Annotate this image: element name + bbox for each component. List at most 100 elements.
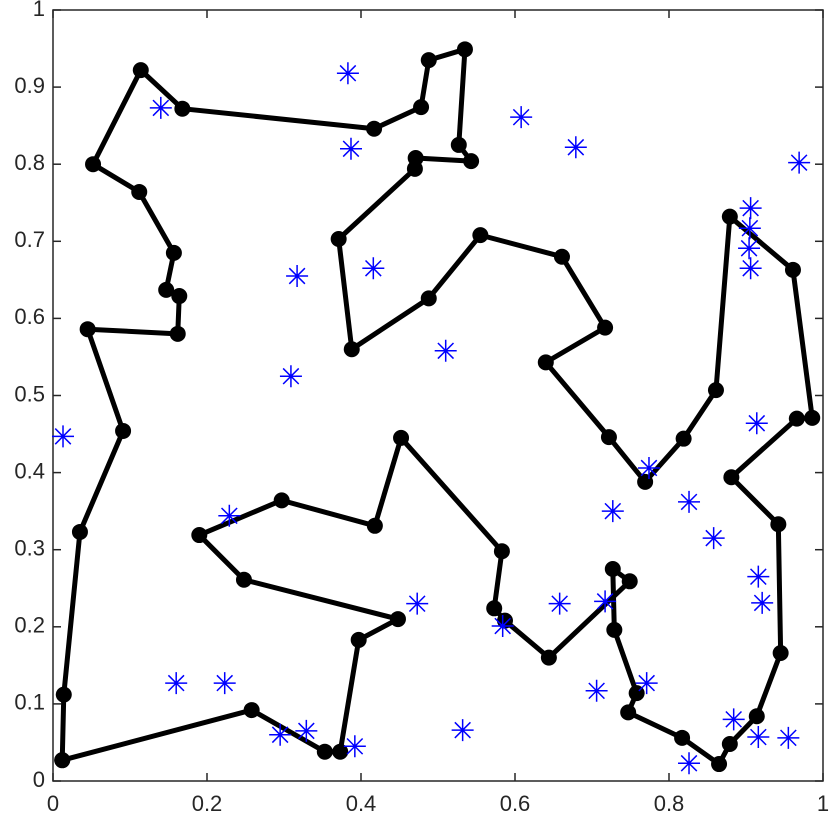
city-marker	[366, 517, 383, 534]
city-marker	[486, 600, 503, 617]
x-tick-label: 0.8	[654, 791, 685, 816]
star-marker	[788, 151, 811, 174]
city-marker	[723, 469, 740, 486]
star-marker	[738, 237, 761, 260]
star-marker	[777, 726, 800, 749]
y-tick-label: 0.5	[14, 381, 45, 406]
star-marker	[738, 217, 761, 240]
y-tick-label: 1	[33, 0, 45, 21]
city-marker	[169, 325, 186, 342]
city-marker	[79, 321, 96, 338]
star-marker	[637, 456, 660, 479]
star-marker	[601, 500, 624, 523]
city-marker	[332, 743, 349, 760]
city-marker	[784, 261, 801, 278]
city-marker	[621, 573, 638, 590]
city-marker	[406, 160, 423, 177]
city-marker	[707, 382, 724, 399]
city-marker	[606, 621, 623, 638]
star-marker	[722, 708, 745, 731]
city-marker	[131, 183, 148, 200]
city-marker	[675, 430, 692, 447]
star-marker	[745, 412, 768, 435]
star-marker	[747, 565, 770, 588]
city-marker	[316, 743, 333, 760]
city-marker	[115, 422, 132, 439]
star-marker	[510, 106, 533, 129]
star-marker	[218, 504, 241, 527]
city-marker	[537, 354, 554, 371]
star-marker	[343, 735, 366, 758]
city-marker	[132, 62, 149, 79]
city-marker	[493, 543, 510, 560]
city-marker	[366, 120, 383, 137]
star-marker	[149, 96, 172, 119]
y-tick-label: 0.2	[14, 613, 45, 638]
city-marker	[71, 523, 88, 540]
city-marker	[54, 752, 71, 769]
y-tick-label: 0.9	[14, 73, 45, 98]
city-marker	[711, 756, 728, 773]
city-marker	[343, 341, 360, 358]
city-marker	[413, 99, 430, 116]
city-marker	[389, 611, 406, 628]
city-marker	[85, 156, 102, 173]
x-tick-label: 1	[817, 791, 829, 816]
star-marker	[594, 590, 617, 613]
city-marker	[55, 686, 72, 703]
star-marker	[585, 679, 608, 702]
x-tick-label: 0.6	[500, 791, 531, 816]
city-marker	[456, 41, 473, 58]
star-marker	[747, 726, 770, 749]
star-marker	[434, 339, 457, 362]
star-marker	[286, 264, 309, 287]
city-marker	[158, 281, 175, 298]
city-marker	[804, 409, 821, 426]
star-marker	[678, 752, 701, 775]
city-marker	[600, 429, 617, 446]
city-marker	[235, 571, 252, 588]
city-marker	[174, 100, 191, 117]
city-marker	[463, 153, 480, 170]
star-marker	[451, 719, 474, 742]
city-marker	[540, 649, 557, 666]
star-marker	[339, 137, 362, 160]
city-marker	[191, 527, 208, 544]
city-marker	[350, 631, 367, 648]
star-marker	[269, 723, 292, 746]
star-marker	[702, 527, 725, 550]
city-marker	[772, 645, 789, 662]
city-marker	[171, 288, 188, 305]
y-tick-label: 0.7	[14, 227, 45, 252]
city-marker	[165, 244, 182, 261]
city-marker	[450, 136, 467, 153]
y-tick-label: 0.1	[14, 690, 45, 715]
city-marker	[420, 290, 437, 307]
x-tick-label: 0	[47, 791, 59, 816]
y-tick-label: 0.6	[14, 304, 45, 329]
x-tick-label: 0.2	[192, 791, 223, 816]
star-marker	[635, 672, 658, 695]
star-marker	[406, 592, 429, 615]
city-marker	[273, 492, 290, 509]
city-marker	[330, 230, 347, 247]
y-tick-label: 0.8	[14, 150, 45, 175]
x-tick-label: 0.4	[346, 791, 377, 816]
y-tick-label: 0.4	[14, 458, 45, 483]
city-marker	[553, 248, 570, 265]
star-marker	[739, 257, 762, 280]
star-marker	[491, 615, 514, 638]
city-marker	[674, 729, 691, 746]
star-marker	[564, 136, 587, 159]
city-marker	[243, 702, 260, 719]
city-marker	[472, 227, 489, 244]
star-marker	[213, 672, 236, 695]
star-marker	[52, 425, 75, 448]
star-marker	[751, 591, 774, 614]
city-marker	[748, 708, 765, 725]
star-marker	[279, 365, 302, 388]
city-marker	[637, 473, 654, 490]
city-marker	[788, 410, 805, 427]
